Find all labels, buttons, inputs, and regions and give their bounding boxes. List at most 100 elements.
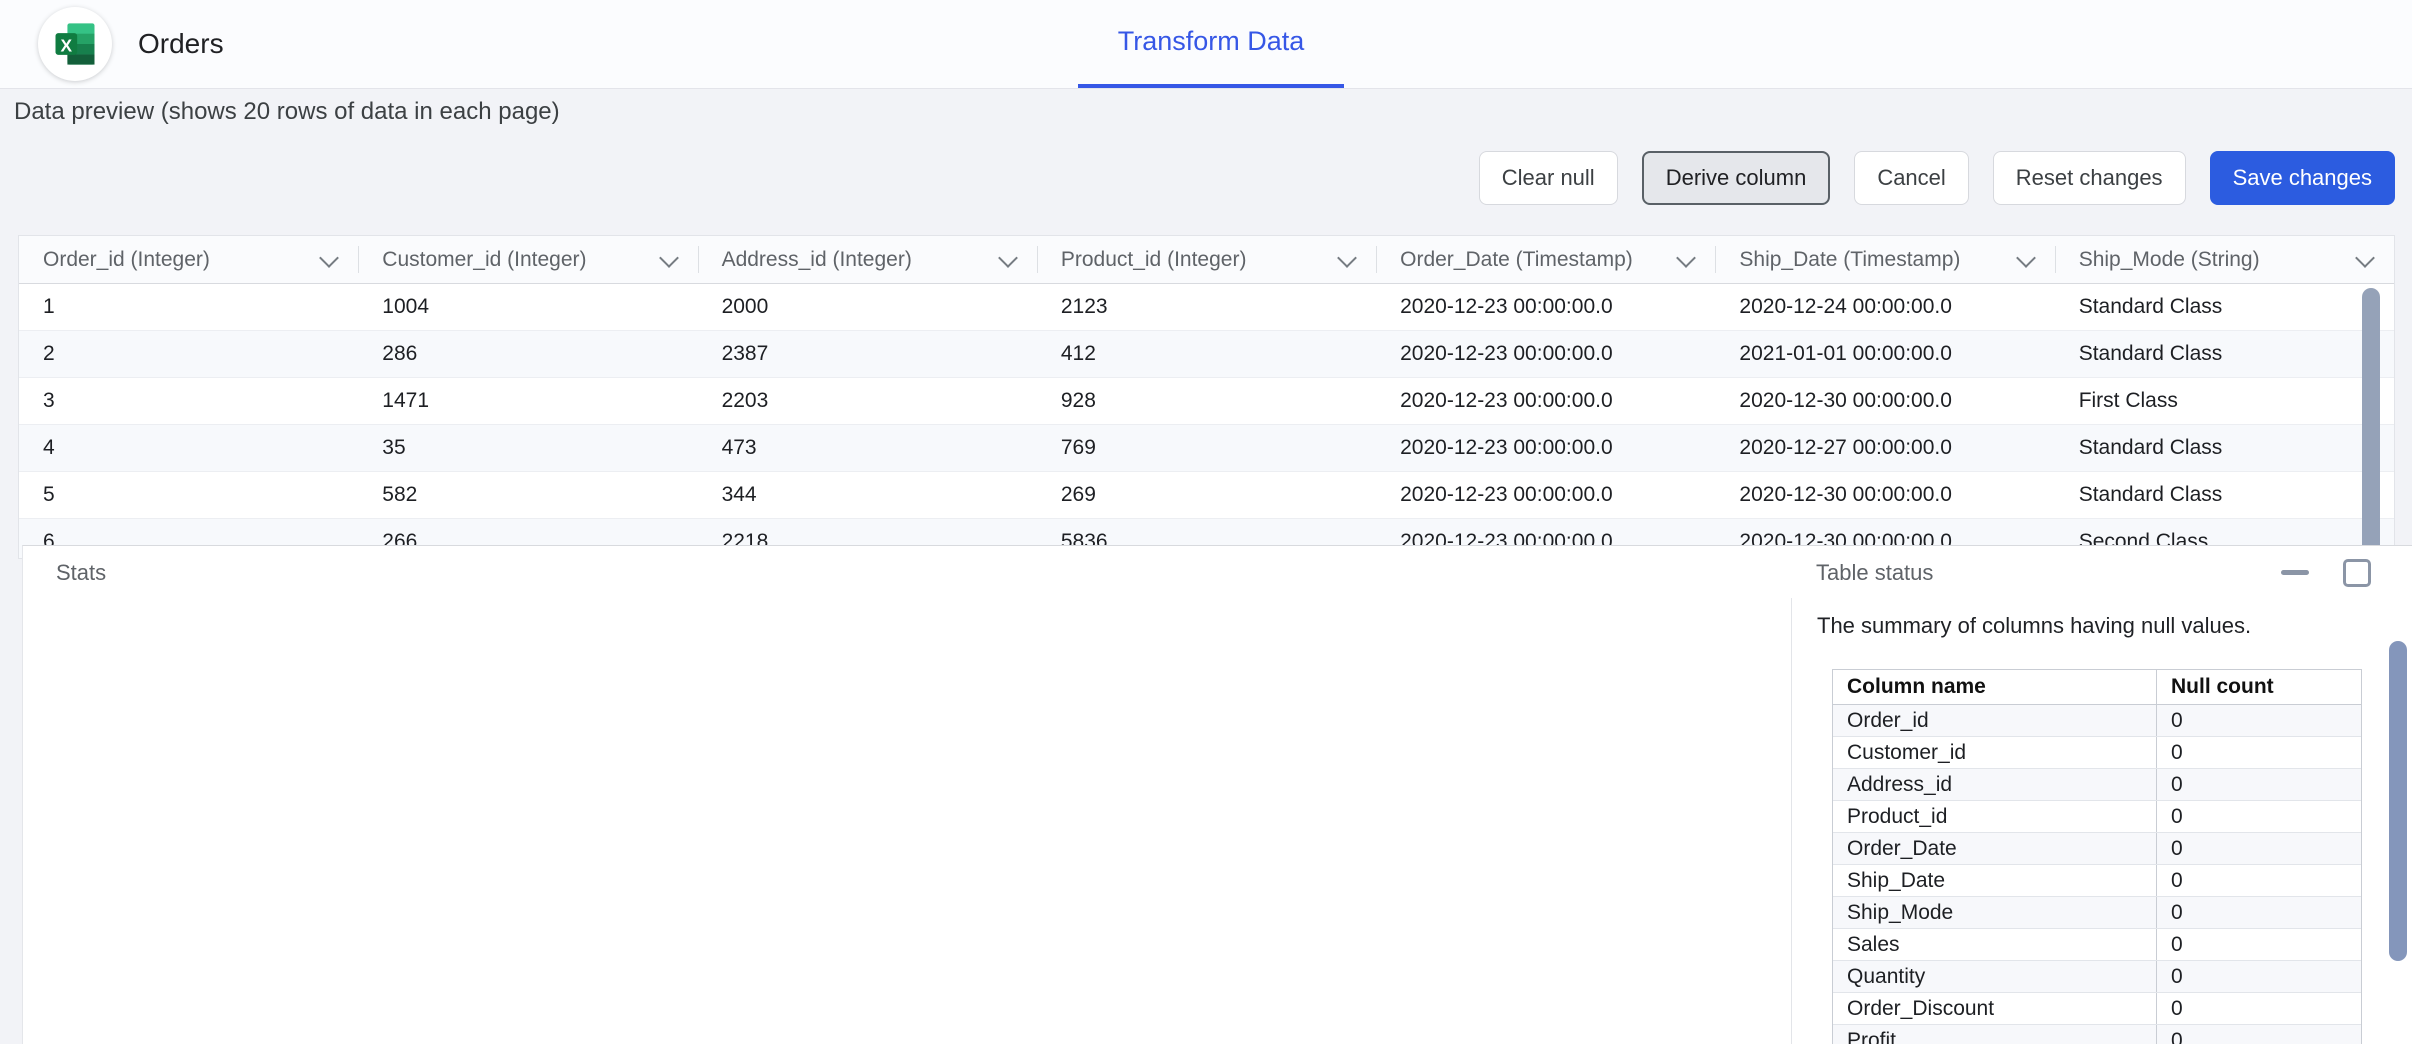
status-table-body: Order_id 0 Customer_id 0 Address_id 0 xyxy=(1833,705,2361,1044)
cell-customer-id: 582 xyxy=(382,483,418,506)
status-row: Sales 0 xyxy=(1833,929,2361,961)
cell-order-id: 6 xyxy=(43,530,55,553)
table-row: 3 1471 2203 928 2020-12-23 00:00:00.0 20… xyxy=(19,378,2394,425)
column-header-label: Product_id (Integer) xyxy=(1060,247,1247,271)
cell-ship-mode: Standard Class xyxy=(2078,295,2223,318)
cell-ship-mode: Standard Class xyxy=(2078,436,2223,459)
chevron-down-icon[interactable] xyxy=(658,248,679,268)
column-header[interactable]: Customer_id (Integer) xyxy=(358,236,697,283)
status-row: Quantity 0 xyxy=(1833,961,2361,993)
status-column-name: Profit xyxy=(1847,1028,1897,1044)
null-summary-table: Column name Null count Order_id 0 Custom… xyxy=(1832,669,2362,1044)
cell-product-id: 2123 xyxy=(1060,295,1108,318)
status-row: Ship_Mode 0 xyxy=(1833,897,2361,929)
status-null-count-header: Null count xyxy=(2156,670,2361,704)
toolbar-button[interactable]: Save changes xyxy=(2209,151,2395,205)
status-null-count: 0 xyxy=(2156,769,2361,800)
status-column-name: Address_id xyxy=(1847,772,1953,796)
status-column-name: Ship_Date xyxy=(1847,868,1946,892)
cell-order-id: 4 xyxy=(43,436,55,459)
cell-order-date: 2020-12-23 00:00:00.0 xyxy=(1400,389,1613,412)
status-null-count: 0 xyxy=(2156,929,2361,960)
cell-order-date: 2020-12-23 00:00:00.0 xyxy=(1400,436,1613,459)
cell-ship-mode: First Class xyxy=(2078,389,2178,412)
cell-product-id: 769 xyxy=(1060,436,1096,459)
chevron-down-icon[interactable] xyxy=(1676,248,1697,268)
cell-product-id: 412 xyxy=(1060,342,1096,365)
cell-order-id: 1 xyxy=(43,295,55,318)
cell-address-id: 344 xyxy=(721,483,757,506)
app-identity: X Orders xyxy=(38,0,224,88)
status-row: Customer_id 0 xyxy=(1833,737,2361,769)
status-column-name: Order_Date xyxy=(1847,836,1957,860)
cell-customer-id: 35 xyxy=(382,436,406,459)
table-header-row: Order_id (Integer) Customer_id (Integer)… xyxy=(19,236,2394,284)
cell-product-id: 269 xyxy=(1060,483,1096,506)
status-row: Address_id 0 xyxy=(1833,769,2361,801)
topbar: X Orders Transform Data xyxy=(0,0,2412,89)
status-row: Order_id 0 xyxy=(1833,705,2361,737)
status-scrollbar-thumb[interactable] xyxy=(2389,641,2407,961)
status-column-name: Order_Discount xyxy=(1847,996,1995,1020)
tab-transform-data[interactable]: Transform Data xyxy=(1078,0,1344,88)
cell-product-id: 928 xyxy=(1060,389,1096,412)
toolbar-button[interactable]: Reset changes xyxy=(1992,151,2186,205)
column-header-label: Customer_id (Integer) xyxy=(382,247,587,271)
table-row: 5 582 344 269 2020-12-23 00:00:00.0 2020… xyxy=(19,472,2394,519)
chevron-down-icon[interactable] xyxy=(319,248,340,268)
cell-ship-date: 2020-12-24 00:00:00.0 xyxy=(1739,295,1952,318)
table-status-panel-title: Table status xyxy=(1816,560,1934,585)
dock-header: Stats Table status xyxy=(23,546,2412,599)
status-null-count: 0 xyxy=(2156,961,2361,992)
cell-ship-date: 2021-01-01 00:00:00.0 xyxy=(1739,342,1952,365)
status-row: Ship_Date 0 xyxy=(1833,865,2361,897)
column-header[interactable]: Address_id (Integer) xyxy=(697,236,1037,283)
toolbar-button[interactable]: Cancel xyxy=(1854,151,1969,205)
chevron-down-icon[interactable] xyxy=(997,248,1018,268)
cell-ship-mode: Standard Class xyxy=(2078,483,2223,506)
cell-order-id: 3 xyxy=(43,389,55,412)
column-header[interactable]: Ship_Date (Timestamp) xyxy=(1715,236,2054,283)
status-null-count: 0 xyxy=(2156,897,2361,928)
cell-address-id: 473 xyxy=(721,436,757,459)
status-row: Order_Discount 0 xyxy=(1833,993,2361,1025)
cell-order-id: 5 xyxy=(43,483,55,506)
cell-address-id: 2000 xyxy=(721,295,769,318)
status-row: Order_Date 0 xyxy=(1833,833,2361,865)
column-header[interactable]: Order_Date (Timestamp) xyxy=(1376,236,1715,283)
status-row: Profit 0 xyxy=(1833,1025,2361,1044)
status-null-count: 0 xyxy=(2156,993,2361,1024)
svg-text:X: X xyxy=(61,36,73,56)
table-status-panel: The summary of columns having null value… xyxy=(1792,598,2412,1044)
column-header[interactable]: Ship_Mode (String) xyxy=(2054,236,2394,283)
cell-ship-date: 2020-12-27 00:00:00.0 xyxy=(1739,436,1952,459)
status-null-count: 0 xyxy=(2156,1025,2361,1044)
column-header[interactable]: Product_id (Integer) xyxy=(1036,236,1376,283)
status-null-count: 0 xyxy=(2156,865,2361,896)
cell-address-id: 2203 xyxy=(721,389,769,412)
maximize-icon[interactable] xyxy=(2343,559,2371,587)
cell-ship-mode: Standard Class xyxy=(2078,342,2223,365)
toolbar-button[interactable]: Derive column xyxy=(1641,151,1831,205)
cell-customer-id: 1471 xyxy=(382,389,429,412)
chevron-down-icon[interactable] xyxy=(2355,248,2375,268)
chevron-down-icon[interactable] xyxy=(2015,248,2036,268)
table-row: 2 286 2387 412 2020-12-23 00:00:00.0 202… xyxy=(19,331,2394,378)
page-title: Orders xyxy=(138,28,224,59)
cell-customer-id: 286 xyxy=(382,342,418,365)
table-row: 4 35 473 769 2020-12-23 00:00:00.0 2020-… xyxy=(19,425,2394,472)
minimize-icon[interactable] xyxy=(2281,570,2309,575)
status-row: Product_id 0 xyxy=(1833,801,2361,833)
column-header[interactable]: Order_id (Integer) xyxy=(19,236,358,283)
status-column-name: Ship_Mode xyxy=(1847,900,1954,924)
column-header-label: Ship_Mode (String) xyxy=(2078,247,2260,271)
excel-logo-svg: X xyxy=(55,23,95,65)
column-header-label: Order_Date (Timestamp) xyxy=(1400,247,1633,271)
toolbar-button[interactable]: Clear null xyxy=(1478,151,1618,205)
status-column-name: Order_id xyxy=(1847,708,1929,732)
status-col-name-header: Column name xyxy=(1847,675,1986,698)
cell-order-id: 2 xyxy=(43,342,55,365)
table-scrollbar-thumb[interactable] xyxy=(2362,288,2380,558)
chevron-down-icon[interactable] xyxy=(1337,248,1358,268)
